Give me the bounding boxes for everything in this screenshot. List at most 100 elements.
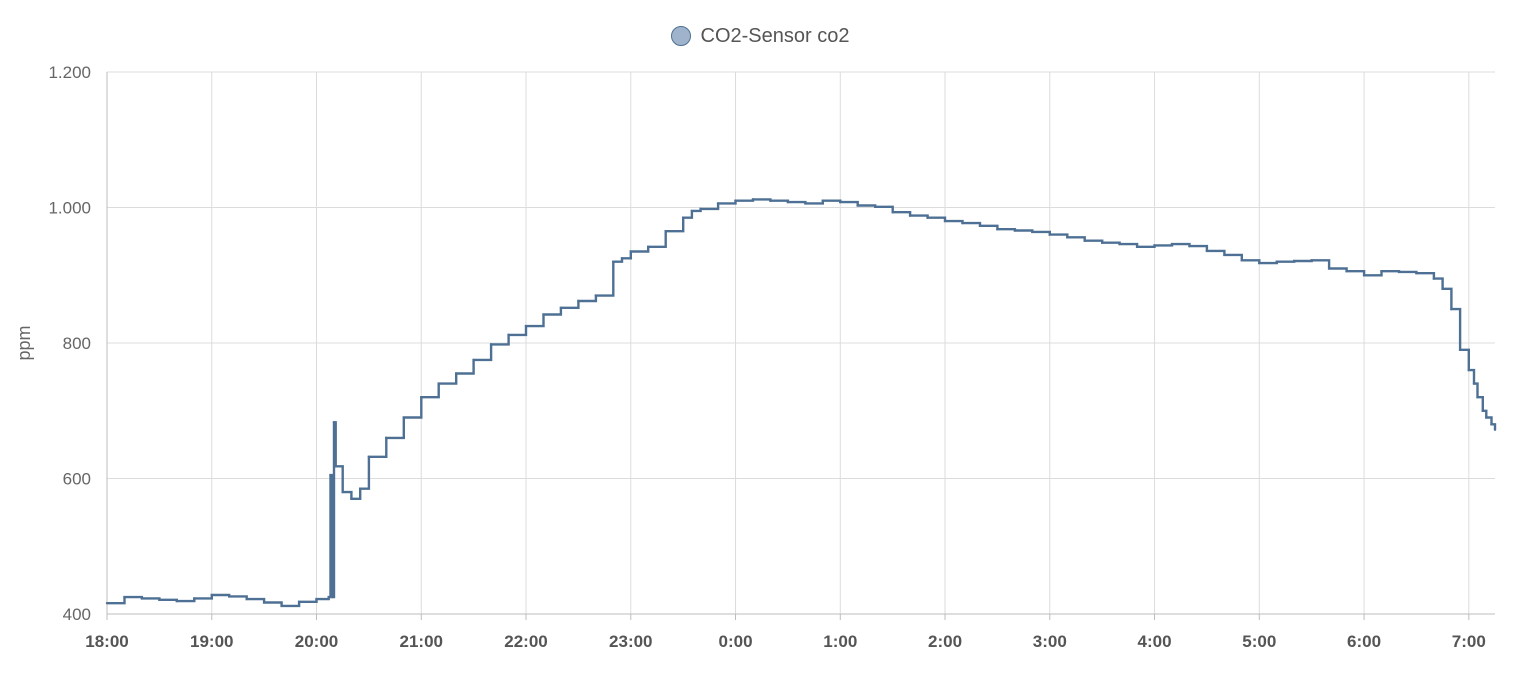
data-point: [1310, 259, 1313, 262]
data-point: [690, 209, 694, 213]
data-point: [943, 219, 947, 223]
data-point: [629, 250, 632, 253]
data-point: [175, 599, 179, 603]
data-point: [1205, 249, 1209, 253]
data-point: [1100, 241, 1104, 244]
data-point: [402, 416, 406, 419]
data-point: [327, 595, 330, 599]
data-point: [341, 490, 344, 494]
data-point: [420, 396, 423, 399]
data-point: [1153, 244, 1156, 247]
legend-item-co2[interactable]: CO2-Sensor co2: [670, 24, 850, 48]
data-point: [262, 601, 266, 604]
data-point: [1476, 396, 1479, 399]
data-point: [978, 224, 982, 227]
data-point: [1485, 416, 1488, 419]
data-point: [1031, 230, 1034, 234]
data-point: [1490, 423, 1493, 426]
data-point: [1327, 267, 1331, 270]
data-point: [577, 299, 580, 303]
data-point: [1170, 242, 1174, 246]
data-point: [1450, 307, 1453, 311]
data-point: [681, 216, 685, 219]
data-point: [821, 199, 825, 202]
data-point: [367, 455, 371, 459]
data-point: [332, 421, 336, 424]
data-point: [350, 497, 353, 501]
data-point: [612, 260, 615, 263]
data-point: [804, 202, 807, 205]
x-tick-label: 3:00: [1033, 632, 1067, 651]
data-point: [1293, 259, 1296, 263]
data-point: [507, 333, 510, 337]
data-point: [542, 313, 545, 316]
series-line-co2: [107, 198, 1497, 608]
legend: CO2-Sensor co2: [0, 22, 1520, 50]
data-point: [1472, 382, 1476, 385]
x-tick-label: 1:00: [823, 632, 857, 651]
data-point: [1362, 274, 1366, 277]
data-point: [647, 245, 650, 248]
data-point: [334, 465, 337, 468]
x-tick-label: 7:00: [1452, 632, 1486, 651]
x-tick-label: 21:00: [400, 632, 443, 651]
y-tick-label: 600: [63, 470, 91, 489]
x-tick-label: 5:00: [1242, 632, 1276, 651]
data-point: [891, 211, 894, 214]
data-point: [280, 604, 283, 608]
data-point: [996, 227, 999, 231]
data-point: [734, 199, 737, 202]
data-point: [1467, 368, 1471, 372]
data-point: [1432, 277, 1436, 280]
data-point: [594, 294, 598, 297]
y-tick-label: 400: [63, 605, 91, 624]
data-point: [716, 202, 720, 205]
data-point: [1345, 269, 1348, 273]
data-point: [123, 595, 126, 599]
data-point: [856, 204, 859, 207]
data-point: [489, 343, 493, 346]
data-point: [315, 597, 318, 601]
data-point: [926, 216, 929, 219]
data-point: [385, 436, 388, 440]
y-tick-label: 800: [63, 334, 91, 353]
data-point: [1258, 261, 1261, 265]
x-tick-label: 20:00: [295, 632, 338, 651]
data-point: [699, 207, 702, 211]
data-point: [437, 382, 440, 385]
data-point: [559, 306, 563, 309]
data-point: [105, 601, 109, 605]
data-point: [1493, 428, 1497, 431]
y-tick-label: 1.000: [48, 199, 91, 218]
data-point: [331, 595, 334, 599]
data-point: [1188, 244, 1191, 248]
data-point: [210, 593, 213, 597]
y-tick-label: 1.200: [48, 63, 91, 82]
data-point: [1415, 272, 1418, 275]
y-axis-title: ppm: [14, 325, 34, 360]
data-point: [1083, 239, 1086, 242]
data-point: [839, 200, 842, 204]
x-tick-label: 18:00: [85, 632, 128, 651]
data-point: [140, 597, 144, 600]
legend-label: CO2-Sensor co2: [700, 24, 850, 47]
data-point: [1118, 242, 1121, 246]
data-point: [961, 221, 964, 225]
data-point: [1066, 236, 1069, 239]
axes: 400 600 800 1.000 1.200 18:00 19:00 20:00 21:00 2…: [48, 63, 1495, 651]
data-point: [786, 200, 790, 204]
data-point: [1481, 409, 1484, 412]
data-point: [358, 487, 362, 490]
data-point: [751, 198, 755, 201]
data-point: [245, 597, 248, 601]
data-point: [329, 473, 332, 477]
data-point: [472, 358, 475, 362]
x-tick-label: 0:00: [719, 632, 753, 651]
data-point: [620, 257, 624, 260]
data-point: [1441, 287, 1444, 290]
x-tick-label: 4:00: [1138, 632, 1172, 651]
x-tick-label: 6:00: [1347, 632, 1381, 651]
data-point: [524, 324, 528, 328]
data-point: [664, 230, 667, 233]
